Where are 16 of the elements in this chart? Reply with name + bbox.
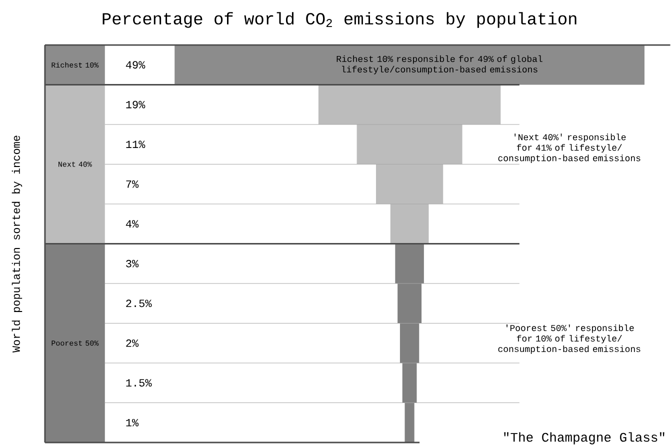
- data-label: 3%: [126, 260, 139, 268]
- text: 'Next 40%' responsible for 41% of lifestyle/ consumption-based emissions: [498, 134, 640, 164]
- data-label: 2%: [126, 340, 139, 348]
- text: World population sorted by income: [12, 136, 22, 353]
- data-label: 1.5%: [126, 379, 152, 387]
- text: Richest 10% responsible for 49% of global lifestyle/consumption-based emissions: [336, 56, 542, 75]
- text: 'Poorest 50%' responsible for 10% of lifestyle/ consumption-based emissions: [498, 324, 640, 354]
- data-label: 4%: [126, 220, 139, 228]
- text: Percentage of world CO$_{2}$ emissions by population: [102, 12, 576, 28]
- data-label: 1%: [126, 419, 139, 427]
- data-label: 7%: [126, 180, 139, 188]
- data-label: 11%: [126, 140, 146, 148]
- data-label: 2.5%: [126, 300, 152, 308]
- data-label: 19%: [126, 101, 146, 109]
- data-label: 49%: [126, 61, 146, 69]
- text: "The Champagne Glass": [504, 432, 664, 445]
